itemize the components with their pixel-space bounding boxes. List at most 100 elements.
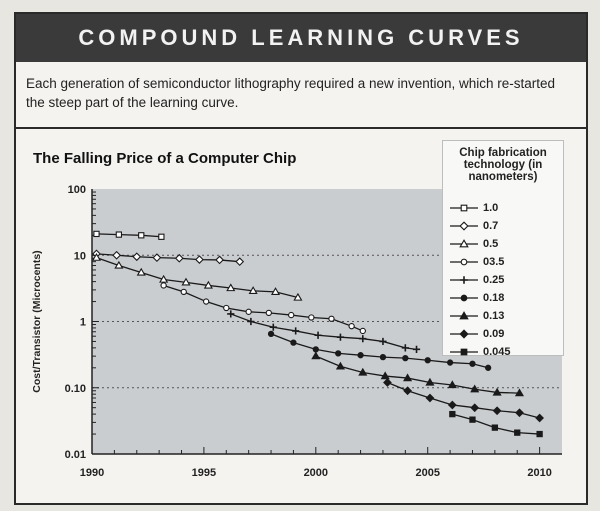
data-point-0.18 (446, 359, 454, 366)
data-point-0.25 (412, 345, 421, 353)
legend-item: 0.09 (449, 325, 561, 343)
legend-label: 03.5 (483, 256, 505, 268)
data-point-0.25 (314, 331, 322, 339)
y-axis-label: Cost/Transistor (Microcents) (31, 250, 43, 392)
data-point-0.7 (112, 250, 121, 260)
data-point-0.045 (449, 410, 456, 418)
legend: Chip fabrication technology (in nanomete… (442, 140, 564, 358)
data-point-0.13 (492, 387, 502, 396)
data-point-0.7 (174, 253, 184, 263)
x-tick-label: 2000 (304, 467, 328, 479)
divider (16, 127, 586, 129)
data-point-0.09 (425, 393, 435, 403)
data-point-0.18 (424, 357, 431, 364)
data-point-0.25 (336, 333, 345, 341)
data-point-0.13 (514, 388, 525, 397)
data-point-03.5 (359, 327, 366, 335)
data-point-0.5 (203, 280, 213, 289)
data-point-0.09 (470, 403, 480, 413)
legend-swatch (450, 204, 478, 212)
data-point-0.13 (380, 371, 390, 380)
data-point-0.045 (514, 429, 521, 436)
data-point-0.09 (403, 386, 412, 396)
legend-swatch (450, 294, 478, 302)
data-point-1.0 (115, 231, 123, 238)
series-line-0.25 (230, 313, 417, 350)
data-point-0.18 (312, 346, 319, 353)
legend-label: 1.0 (483, 202, 499, 214)
data-point-0.18 (335, 350, 342, 357)
y-tick-label: 0.10 (65, 383, 86, 395)
data-point-0.13 (447, 380, 457, 389)
legend-items: 1.0 0.7 0.5 03.5 0.25 0.18 0.13 0.09 0.045 (449, 199, 561, 361)
legend-swatch (450, 348, 478, 356)
data-point-0.25 (379, 337, 387, 346)
data-point-0.13 (335, 361, 345, 370)
banner-title: COMPOUND LEARNING CURVES (16, 14, 586, 62)
data-point-0.13 (425, 377, 435, 386)
data-point-0.25 (227, 310, 235, 318)
data-point-0.09 (447, 400, 457, 410)
data-point-03.5 (180, 288, 187, 296)
series-line-0.5 (96, 257, 299, 299)
x-tick-label: 2010 (527, 467, 551, 479)
legend-marker (459, 221, 469, 231)
legend-swatch (450, 311, 478, 320)
data-point-03.5 (288, 311, 295, 319)
data-point-0.25 (292, 327, 300, 335)
x-tick-label: 1995 (192, 467, 216, 479)
series-line-1.0 (96, 233, 162, 238)
legend-item: 0.18 (449, 289, 561, 307)
y-tick-label: 100 (68, 184, 86, 196)
legend-label: 0.09 (483, 328, 505, 340)
data-point-0.5 (136, 267, 146, 276)
data-point-0.7 (215, 255, 224, 265)
data-point-0.5 (226, 283, 236, 292)
data-point-0.5 (270, 287, 281, 296)
data-point-0.5 (248, 286, 258, 295)
data-point-0.25 (401, 344, 409, 352)
data-point-0.045 (469, 416, 476, 423)
data-point-0.13 (311, 351, 321, 360)
data-point-0.7 (152, 253, 162, 263)
data-point-0.25 (359, 335, 367, 343)
y-tick-label: 10 (74, 250, 86, 262)
data-point-0.18 (290, 339, 297, 346)
legend-swatch (450, 239, 478, 248)
legend-marker (460, 348, 468, 356)
data-point-03.5 (223, 304, 230, 312)
data-point-0.7 (235, 257, 245, 267)
legend-swatch (450, 221, 478, 231)
data-point-0.09 (515, 408, 524, 418)
series-line-0.13 (315, 355, 520, 394)
legend-swatch (450, 276, 478, 284)
legend-marker (460, 204, 468, 212)
legend-marker (460, 258, 468, 266)
data-point-0.09 (535, 413, 544, 423)
data-point-0.25 (269, 323, 277, 331)
legend-item: 0.5 (449, 235, 561, 253)
data-point-0.18 (379, 353, 387, 361)
data-point-0.7 (195, 255, 204, 264)
chart-title: The Falling Price of a Computer Chip (33, 150, 297, 167)
data-point-1.0 (138, 232, 145, 239)
data-point-03.5 (245, 308, 252, 315)
legend-swatch (450, 258, 478, 266)
legend-item: 03.5 (449, 253, 561, 271)
data-point-0.5 (91, 252, 102, 261)
data-point-0.18 (357, 352, 364, 359)
data-point-0.5 (293, 292, 303, 301)
data-point-0.09 (492, 406, 502, 416)
data-point-1.0 (158, 233, 165, 240)
legend-label: 0.045 (483, 346, 511, 358)
data-point-1.0 (93, 230, 100, 238)
data-point-0.7 (132, 252, 142, 262)
data-point-0.5 (181, 277, 191, 286)
legend-item: 0.13 (449, 307, 561, 325)
data-point-0.045 (491, 424, 499, 431)
legend-item: 1.0 (449, 199, 561, 217)
data-point-03.5 (308, 314, 315, 321)
legend-marker (459, 329, 469, 339)
data-point-0.18 (402, 354, 409, 362)
data-point-03.5 (265, 309, 272, 317)
